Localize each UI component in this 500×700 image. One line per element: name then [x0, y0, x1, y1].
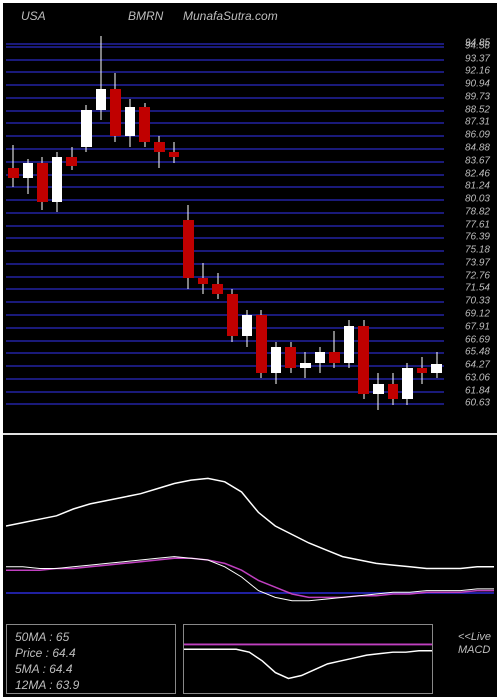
y-axis-label: 92.16 — [465, 66, 490, 77]
grid-line — [6, 250, 444, 252]
grid-line — [6, 365, 444, 367]
y-axis-label: 72.76 — [465, 270, 490, 281]
y-axis-label: 80.03 — [465, 194, 490, 205]
site-label: MunafaSutra.com — [183, 9, 278, 23]
y-axis-label: 84.88 — [465, 143, 490, 154]
ma50-label: 50MA : — [15, 630, 53, 644]
ticker-label: BMRN — [128, 9, 163, 23]
y-axis-label: 76.39 — [465, 232, 490, 243]
y-axis-label: 77.61 — [465, 219, 490, 230]
y-axis-label: 81.24 — [465, 181, 490, 192]
price-label: Price : — [15, 646, 49, 660]
info-box: 50MA : 65 Price : 64.4 5MA : 64.4 12MA :… — [6, 624, 176, 694]
grid-line — [6, 237, 444, 239]
ma5-label: 5MA : — [15, 662, 46, 676]
macd-zoom-window — [183, 624, 433, 694]
grid-line — [6, 301, 444, 303]
y-axis-label: 60.63 — [465, 398, 490, 409]
grid-line — [6, 340, 444, 342]
ma12-value: 63.9 — [56, 678, 79, 692]
price-value: 64.4 — [52, 646, 75, 660]
y-axis-label: 78.82 — [465, 206, 490, 217]
y-axis-label: 73.97 — [465, 257, 490, 268]
y-axis-label: 88.52 — [465, 104, 490, 115]
grid-line — [6, 59, 444, 61]
y-axis-label: 89.73 — [465, 92, 490, 103]
grid-line — [6, 352, 444, 354]
grid-line — [6, 97, 444, 99]
live-label-line2: MACD — [458, 644, 491, 657]
live-macd-label: <<Live MACD — [458, 631, 491, 657]
chart-frame: USA BMRN MunafaSutra.com 94.8594.5893.37… — [0, 0, 500, 700]
ma12-row: 12MA : 63.9 — [15, 677, 167, 693]
y-axis-label: 87.31 — [465, 117, 490, 128]
y-axis-label: 70.33 — [465, 296, 490, 307]
y-axis-label: 64.27 — [465, 360, 490, 371]
grid-line — [6, 174, 444, 176]
y-axis-label: 63.06 — [465, 372, 490, 383]
y-axis-label: 86.09 — [465, 130, 490, 141]
y-axis-label: 75.18 — [465, 245, 490, 256]
grid-line — [6, 288, 444, 290]
grid-line — [6, 135, 444, 137]
grid-line — [6, 43, 444, 45]
price-row: Price : 64.4 — [15, 645, 167, 661]
y-axis-label: 94.58 — [465, 40, 490, 51]
y-axis-label: 90.94 — [465, 79, 490, 90]
y-axis-label: 83.67 — [465, 155, 490, 166]
grid-line — [6, 276, 444, 278]
grid-line — [6, 327, 444, 329]
y-axis-label: 61.84 — [465, 385, 490, 396]
y-axis-label: 66.69 — [465, 334, 490, 345]
ma12-label: 12MA : — [15, 678, 53, 692]
y-axis-label: 65.48 — [465, 347, 490, 358]
grid-line — [6, 110, 444, 112]
ma50-row: 50MA : 65 — [15, 629, 167, 645]
grid-line — [6, 71, 444, 73]
ma5-value: 64.4 — [49, 662, 72, 676]
macd-pane — [6, 458, 494, 628]
y-axis-label: 67.91 — [465, 321, 490, 332]
live-label-line1: <<Live — [458, 631, 491, 644]
grid-line — [6, 212, 444, 214]
country-label: USA — [21, 9, 46, 23]
pane-separator — [3, 433, 497, 435]
grid-line — [6, 186, 444, 188]
grid-line — [6, 122, 444, 124]
y-axis-label: 71.54 — [465, 283, 490, 294]
grid-line — [6, 199, 444, 201]
grid-line — [6, 225, 444, 227]
y-axis-label: 93.37 — [465, 53, 490, 64]
chart-header: USA BMRN MunafaSutra.com — [3, 9, 497, 25]
grid-line — [6, 46, 444, 48]
grid-line — [6, 263, 444, 265]
price-chart-pane: 94.8594.5893.3792.1690.9489.7388.5287.31… — [6, 31, 494, 431]
grid-line — [6, 314, 444, 316]
ma50-value: 65 — [56, 630, 69, 644]
y-axis-label: 82.46 — [465, 168, 490, 179]
ma5-row: 5MA : 64.4 — [15, 661, 167, 677]
y-axis-label: 69.12 — [465, 308, 490, 319]
grid-line — [6, 84, 444, 86]
